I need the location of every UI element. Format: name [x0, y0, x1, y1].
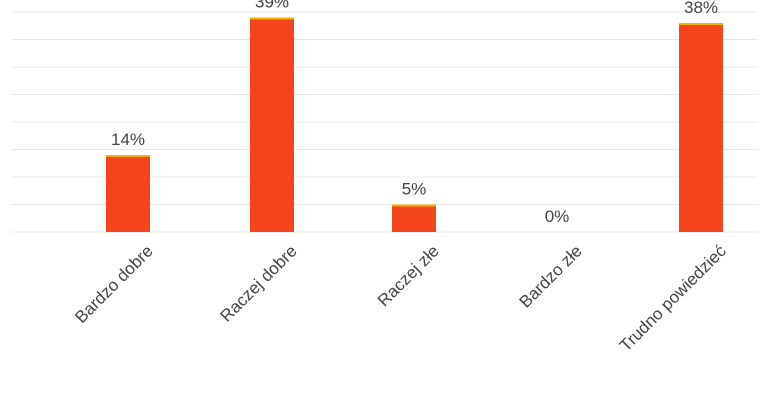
category-labels: Bardzo dobre Raczej dobre Raczej złe Bardzo… [71, 241, 730, 355]
bar [392, 204, 436, 232]
bar-top-edge [250, 17, 294, 20]
data-label: 39% [255, 0, 289, 12]
category-label: Trudno powiedzieć [616, 241, 730, 355]
category-label: Raczej dobre [217, 241, 301, 325]
data-label: 14% [111, 130, 145, 149]
category-label: Raczej złe [374, 241, 443, 310]
bar [679, 23, 723, 232]
bar-top-edge [106, 155, 150, 157]
bar-top-edge [392, 204, 436, 207]
data-label: 5% [402, 180, 427, 199]
category-label: Bardzo złe [516, 241, 586, 311]
data-labels: 14% 39% 5% 0% 38% [111, 0, 718, 226]
bar [250, 17, 294, 232]
data-label: 0% [545, 207, 570, 226]
category-label: Bardzo dobre [71, 241, 157, 327]
bars [106, 17, 723, 232]
bar-top-edge [679, 23, 723, 25]
bar [106, 155, 150, 232]
data-label: 38% [684, 0, 718, 17]
